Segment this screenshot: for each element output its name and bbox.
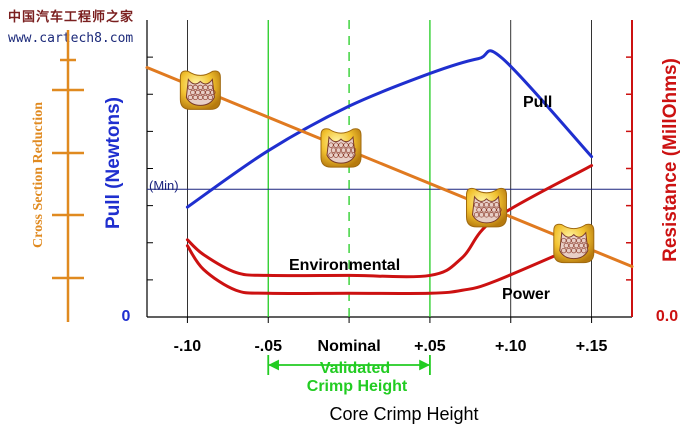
strand-circle xyxy=(583,242,589,249)
strand-circle xyxy=(473,212,480,218)
series-label-power: Power xyxy=(502,286,550,303)
validated-label-line2: Crimp Height xyxy=(307,378,408,395)
strand-circle xyxy=(202,94,209,101)
strand-circle xyxy=(581,237,587,244)
strand-circle xyxy=(333,152,339,158)
strand-circle xyxy=(207,84,214,91)
strand-circle xyxy=(481,207,487,213)
crimp-image-4 xyxy=(553,223,595,264)
strand-circle xyxy=(192,84,199,91)
x-tick-label-4: +.10 xyxy=(495,338,527,355)
x-tick-label-1: -.05 xyxy=(254,338,282,355)
crimp-image-2 xyxy=(320,128,362,168)
strand-circle xyxy=(576,247,582,254)
strand-circle xyxy=(478,212,485,218)
strand-circle xyxy=(335,147,342,153)
strand-circle xyxy=(197,94,204,101)
strand-circle xyxy=(571,247,577,254)
left-axis-zero: 0 xyxy=(122,308,131,325)
validated-label-line1: Validated xyxy=(320,360,390,377)
strand-circle xyxy=(488,212,495,218)
strand-circle xyxy=(478,202,485,208)
strand-circle xyxy=(345,147,352,153)
strand-circle xyxy=(563,242,569,249)
x-axis-label: Core Crimp Height xyxy=(329,404,478,424)
strand-circle xyxy=(483,212,490,218)
strand-circle xyxy=(561,247,567,254)
x-tick-labels: -.10 -.05 Nominal +.05 +.10 +.15 xyxy=(174,338,608,355)
strand-circle xyxy=(566,237,572,244)
axis-ticks xyxy=(147,56,632,323)
cross-section-axis-label: Cross Section Reduction xyxy=(31,102,46,248)
strand-circle xyxy=(578,242,584,249)
strand-circle xyxy=(493,202,500,208)
cross-section-axis: Cross Section Reduction xyxy=(31,30,84,322)
strand-circle xyxy=(202,84,209,91)
crimp-cross-section-images xyxy=(179,70,595,264)
series-label-environmental: Environmental xyxy=(289,257,400,274)
right-axis-zero: 0.0 xyxy=(656,308,678,325)
crimp-image-1 xyxy=(179,70,221,110)
strand-circle xyxy=(187,94,194,101)
x-tick-label-3: +.05 xyxy=(414,338,446,355)
strand-circle xyxy=(561,237,567,244)
strand-circle xyxy=(340,147,347,153)
strand-circle xyxy=(333,142,339,148)
strand-circle xyxy=(330,147,337,153)
data-series xyxy=(145,49,634,295)
strand-circle xyxy=(488,202,495,208)
strand-circle xyxy=(348,152,354,158)
right-axis-label: Resistance (MillOhms) xyxy=(660,58,681,262)
strand-circle xyxy=(187,84,194,91)
strand-circle xyxy=(491,207,497,213)
strand-circle xyxy=(571,237,577,244)
series-label-pull: Pull xyxy=(523,94,552,111)
strand-circle xyxy=(343,152,349,158)
power-line xyxy=(185,238,594,295)
strand-circle xyxy=(576,237,582,244)
strand-circle xyxy=(348,142,354,148)
x-tick-label-2: Nominal xyxy=(318,338,381,355)
strand-circle xyxy=(197,84,204,91)
watermark-chinese: 中国汽车工程师之家 xyxy=(8,10,135,25)
strand-circle xyxy=(476,207,482,213)
vertical-gridlines xyxy=(187,20,592,317)
validated-region xyxy=(267,20,431,375)
left-axis-label: Pull (Newtons) xyxy=(103,97,124,229)
strand-circle xyxy=(566,247,572,254)
strand-circle xyxy=(192,94,199,101)
pull-line xyxy=(185,49,594,209)
x-tick-label-5: +.15 xyxy=(576,338,608,355)
min-line-label: (Min) xyxy=(149,178,179,193)
cross-section-line xyxy=(145,66,634,269)
watermark-url: www.cartech8.com xyxy=(8,31,134,46)
strand-circle xyxy=(200,89,206,96)
strand-circle xyxy=(195,89,201,96)
strand-circle xyxy=(350,147,357,153)
strand-circle xyxy=(210,89,216,96)
strand-circle xyxy=(568,242,574,249)
strand-circle xyxy=(338,142,344,148)
strand-circle xyxy=(343,142,349,148)
strand-circle xyxy=(486,207,492,213)
strand-circle xyxy=(207,94,214,101)
strand-circle xyxy=(496,207,502,213)
x-tick-label-0: -.10 xyxy=(174,338,202,355)
strand-circle xyxy=(483,202,490,208)
strand-circle xyxy=(328,152,334,158)
strand-circle xyxy=(573,242,579,249)
strand-circle xyxy=(205,89,211,96)
strand-circle xyxy=(328,142,334,148)
strand-circle xyxy=(493,212,500,218)
strand-circle xyxy=(581,247,587,254)
crimp-image-3 xyxy=(466,187,507,228)
strand-circle xyxy=(338,152,344,158)
strand-circle xyxy=(473,202,480,208)
strand-circle xyxy=(190,89,196,96)
